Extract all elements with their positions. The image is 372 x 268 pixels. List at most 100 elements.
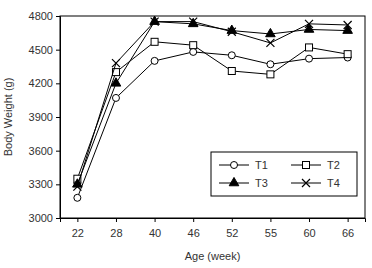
legend-marker [231, 162, 238, 169]
x-tick-label: 66 [342, 227, 354, 239]
data-point [344, 21, 352, 29]
x-tick-mark [309, 218, 310, 222]
plot-frame [60, 16, 365, 218]
y-tick: 3300 [29, 178, 60, 190]
y-tick: 3600 [29, 145, 60, 157]
data-point [344, 51, 351, 58]
data-point [267, 71, 274, 78]
marker-shape [228, 52, 235, 59]
y-tick-mark [56, 184, 60, 185]
marker-shape [302, 179, 310, 187]
marker-shape [74, 194, 81, 201]
x-tick-label: 46 [188, 227, 200, 239]
legend-marker [303, 162, 310, 169]
legend-marker [302, 179, 310, 187]
x-tick-label: 60 [303, 227, 315, 239]
y-tick-label: 3900 [29, 111, 53, 123]
y-tick: 4500 [29, 44, 60, 56]
marker-shape [306, 55, 313, 62]
data-point [267, 61, 274, 68]
data-point [74, 194, 81, 201]
x-tick-mark [270, 218, 271, 222]
marker-shape [112, 94, 119, 101]
x-tick-mark [193, 218, 194, 222]
y-tick: 3000 [29, 212, 60, 224]
x-tick-label: 55 [265, 227, 277, 239]
y-tick-mark [56, 117, 60, 118]
marker-shape [228, 67, 235, 74]
x-tick-mark [348, 218, 349, 222]
y-tick: 4200 [29, 77, 60, 89]
x-tick: 52 [226, 218, 238, 239]
x-tick: 28 [110, 218, 122, 239]
data-point [112, 94, 119, 101]
y-tick-label: 3300 [29, 178, 53, 190]
legend: T1 T2 T3 T4 [211, 152, 357, 196]
x-axis-line [61, 219, 366, 223]
chart: 3000330036003900420045004800222840465255… [0, 0, 372, 268]
y-tick-label: 4200 [29, 77, 53, 89]
marker-shape [267, 71, 274, 78]
y-tick-mark [56, 83, 60, 84]
legend-entry: T4 [291, 177, 340, 189]
x-tick-label: 28 [110, 227, 122, 239]
marker-shape [343, 25, 353, 33]
marker-shape [267, 61, 274, 68]
data-point [73, 183, 81, 191]
legend-label: T4 [327, 177, 340, 189]
data-point [151, 57, 158, 64]
marker-shape [151, 38, 158, 45]
x-axis: 2228404652556066 [61, 218, 366, 239]
y-axis: 3000 3300 3600 3900 4200 4500 4800 [29, 10, 61, 224]
y-tick-mark [56, 218, 60, 219]
y-tick-label: 4800 [29, 10, 53, 22]
plot: 3000330036003900420045004800222840465255… [29, 10, 366, 239]
marker-shape [266, 39, 274, 47]
legend-entry: T3 [219, 177, 268, 189]
y-tick: 3900 [29, 111, 60, 123]
data-point [150, 16, 160, 24]
legend-label: T2 [327, 159, 340, 171]
marker-shape [112, 59, 120, 67]
y-tick-mark [56, 50, 60, 51]
x-tick: 46 [188, 218, 200, 239]
marker-shape [303, 162, 310, 169]
y-axis-title: Body Weight (g) [2, 78, 14, 157]
legend-label: T1 [255, 159, 268, 171]
data-point [190, 42, 197, 49]
data-point [228, 67, 235, 74]
y-tick-label: 3000 [29, 212, 53, 224]
y-tick-label: 3600 [29, 145, 53, 157]
marker-shape [344, 51, 351, 58]
y-tick: 4800 [29, 10, 60, 22]
data-point [112, 59, 120, 67]
x-tick: 40 [149, 218, 161, 239]
x-tick-label: 52 [226, 227, 238, 239]
marker-shape [344, 21, 352, 29]
x-tick-mark [232, 218, 233, 222]
marker-shape [111, 78, 121, 86]
marker-shape [266, 28, 276, 36]
marker-shape [306, 44, 313, 51]
data-point [306, 44, 313, 51]
marker-shape [151, 18, 159, 26]
x-tick: 55 [265, 218, 277, 239]
data-point [305, 20, 313, 28]
y-tick-label: 4500 [29, 44, 53, 56]
marker-shape [189, 18, 197, 26]
y-tick-mark [56, 151, 60, 152]
marker-shape [151, 57, 158, 64]
legend-label: T3 [255, 177, 268, 189]
data-point [228, 52, 235, 59]
marker-shape [231, 162, 238, 169]
data-point [343, 25, 353, 33]
x-tick-mark [155, 218, 156, 222]
x-tick: 66 [342, 218, 354, 239]
data-point [151, 38, 158, 45]
data-point [151, 18, 159, 26]
legend-box [211, 152, 357, 196]
data-point [189, 18, 197, 26]
data-point [306, 55, 313, 62]
data-point [190, 48, 197, 55]
marker-shape [305, 20, 313, 28]
